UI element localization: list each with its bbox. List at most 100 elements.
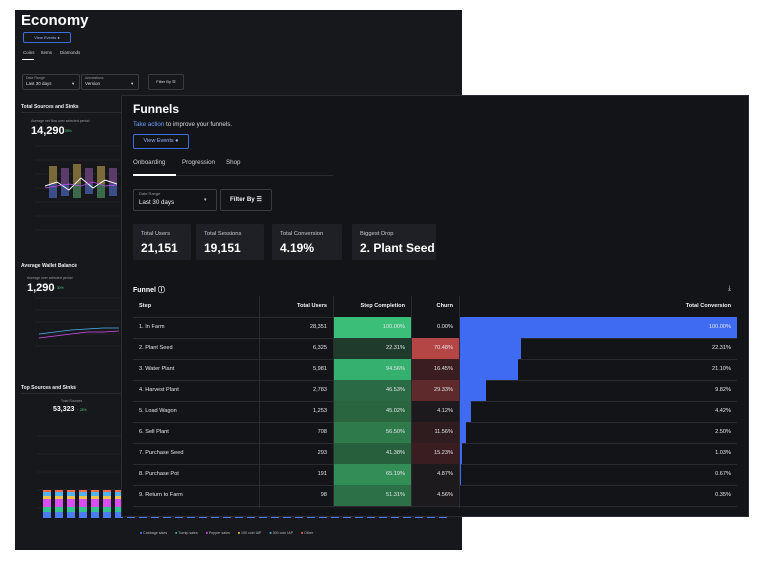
stacked-bar-segment <box>115 496 123 499</box>
legend-label: Other <box>304 531 314 535</box>
column-header[interactable]: Total Users <box>296 303 327 309</box>
total-conversion: 4.42% <box>715 408 731 414</box>
column-header[interactable]: Total Conversion <box>685 303 731 309</box>
churn: 4.56% <box>437 492 453 498</box>
stat-value: 2. Plant Seed <box>360 241 435 255</box>
stat-label: Total Users <box>141 231 170 237</box>
legend-item[interactable]: ■ Pepper sales <box>206 531 230 535</box>
stacked-bar-segment <box>103 490 111 492</box>
total-users: 191 <box>317 471 327 477</box>
tab-progression[interactable]: Progression <box>182 159 216 166</box>
economy-date-range-select[interactable]: Date Range Last 30 days ▾ <box>22 74 80 90</box>
stacked-bar-segment <box>103 492 111 496</box>
chevron-down-icon: ▾ <box>72 81 75 86</box>
table-row[interactable]: 8. Purchase Pot 191 65.19% 4.87% 0.67% <box>133 464 737 486</box>
stat-label: Total Conversion <box>280 231 324 237</box>
conversion-bar <box>459 359 518 380</box>
column-divider <box>411 296 412 508</box>
table-row[interactable]: 3. Water Plant 5,981 94.56% 16.45% 21.10% <box>133 359 737 381</box>
take-action-rest: to improve your funnels. <box>164 121 233 128</box>
funnels-date-range-select[interactable]: Date Range Last 30 days ▾ <box>133 189 217 211</box>
stacked-bar-segment <box>103 499 111 507</box>
legend-label: Cabbage sales <box>143 531 168 535</box>
take-action-link[interactable]: Take action <box>133 121 165 128</box>
legend-item[interactable]: ■ Turnip sales <box>175 531 198 535</box>
stat-card-total-users: Total Users 21,151 <box>133 224 191 260</box>
funnels-window: Funnels Take action to improve your funn… <box>121 95 749 517</box>
churn-fill <box>411 338 459 359</box>
churn: 4.12% <box>437 408 453 414</box>
legend-item[interactable]: ■ Cabbage sales <box>140 531 167 535</box>
filter-icon: ☰ <box>256 196 263 203</box>
table-row[interactable]: 9. Return to Farm 98 51.31% 4.56% 0.35% <box>133 485 737 507</box>
table-header-row: Step Total Users Step Completion Churn Total… <box>133 296 737 318</box>
economy-tab-coins[interactable]: Coins <box>23 50 35 55</box>
stacked-bar-segment <box>55 496 63 499</box>
churn: 15.23% <box>434 450 453 456</box>
step-completion-fill <box>333 317 411 338</box>
step-name: 3. Water Plant <box>139 366 175 372</box>
total-users: 6,325 <box>313 345 327 351</box>
stacked-bar-segment <box>67 490 75 492</box>
avg-net-flow-label: Average net flow over selected period <box>31 119 90 123</box>
step-completion: 22.31% <box>386 345 405 351</box>
step-completion: 51.31% <box>386 492 405 498</box>
stacked-bar-segment <box>55 507 63 512</box>
churn-fill <box>411 317 459 338</box>
stat-label: Total Sessions <box>204 231 242 237</box>
legend-item[interactable]: ■ 300 coin IAP <box>269 531 293 535</box>
table-row[interactable]: 7. Purchase Seed 293 41.38% 15.23% 1.03% <box>133 443 737 465</box>
stacked-bar-segment <box>79 512 87 518</box>
funnels-view-events-button[interactable]: View Events ● <box>133 134 189 149</box>
table-row[interactable]: 4. Harvest Plant 2,783 46.53% 29.33% 9.82% <box>133 380 737 402</box>
conversion-bar <box>459 317 737 338</box>
legend-item[interactable]: ■ 100 coin IAP <box>238 531 262 535</box>
info-icon[interactable]: ⓘ <box>73 385 77 389</box>
economy-view-events-button[interactable]: View Events ● <box>23 32 71 43</box>
stacked-bar-segment <box>67 512 75 518</box>
churn-fill <box>411 359 459 380</box>
tab-shop[interactable]: Shop <box>226 159 241 166</box>
top-sources-legend: ■ Cabbage sales ■ Turnip sales ■ Pepper sa… <box>140 531 460 539</box>
table-row[interactable]: 1. In Farm 28,351 100.00% 0.00% 100.00% <box>133 317 737 339</box>
step-completion-fill <box>333 359 411 380</box>
total-users: 98 <box>320 492 327 498</box>
economy-tab-diamonds[interactable]: Diamonds <box>60 50 81 55</box>
economy-annotations-select[interactable]: Annotations Version ▾ <box>81 74 139 90</box>
table-row[interactable]: 2. Plant Seed 6,325 22.31% 70.48% 22.31% <box>133 338 737 360</box>
column-header[interactable]: Step <box>139 303 152 309</box>
stacked-bar-segment <box>55 492 63 496</box>
tab-onboarding[interactable]: Onboarding <box>133 159 166 166</box>
economy-filter-button[interactable]: Filter By ☰ <box>148 74 184 90</box>
funnels-date-range-value: Last 30 days <box>139 199 175 206</box>
legend-item[interactable]: ■ Other <box>301 531 313 535</box>
total-users: 293 <box>317 450 327 456</box>
churn: 29.33% <box>434 387 453 393</box>
stat-value: 4.19% <box>280 241 315 255</box>
stacked-bar-segment <box>43 492 51 496</box>
stacked-bar-segment <box>91 490 99 492</box>
total-sources-change: ↑ 28% <box>77 408 87 412</box>
step-completion: 94.56% <box>386 366 405 372</box>
legend-swatch: ■ <box>237 531 242 535</box>
economy-annotations-label: Annotations <box>85 76 104 80</box>
stacked-bar-segment <box>43 499 51 507</box>
churn: 16.45% <box>434 366 453 372</box>
stat-label: Biggest Drop <box>360 231 394 237</box>
total-sources-sinks-title: Total Sources and Sinks <box>21 104 79 110</box>
stat-card-biggest-drop: Biggest Drop 2. Plant Seed <box>352 224 436 260</box>
info-icon[interactable]: ⓘ <box>73 263 77 267</box>
total-conversion: 0.35% <box>715 492 731 498</box>
funnels-filter-button[interactable]: Filter By ☰ <box>220 189 272 211</box>
stacked-bar-segment <box>91 507 99 512</box>
stacked-bar-segment <box>115 492 123 496</box>
step-completion-fill <box>333 401 411 422</box>
table-row[interactable]: 6. Sell Plant 708 56.50% 11.56% 2.50% <box>133 422 737 444</box>
table-row[interactable]: 5. Load Wagon 1,253 45.02% 4.12% 4.42% <box>133 401 737 423</box>
download-icon[interactable]: ⤓ <box>728 285 732 292</box>
column-header[interactable]: Churn <box>436 303 453 309</box>
info-icon[interactable]: ⓘ <box>73 104 77 108</box>
avg-wallet-label: Average over selected period <box>27 276 73 280</box>
economy-tab-items[interactable]: Items <box>41 50 53 55</box>
column-header[interactable]: Step Completion <box>360 303 405 309</box>
